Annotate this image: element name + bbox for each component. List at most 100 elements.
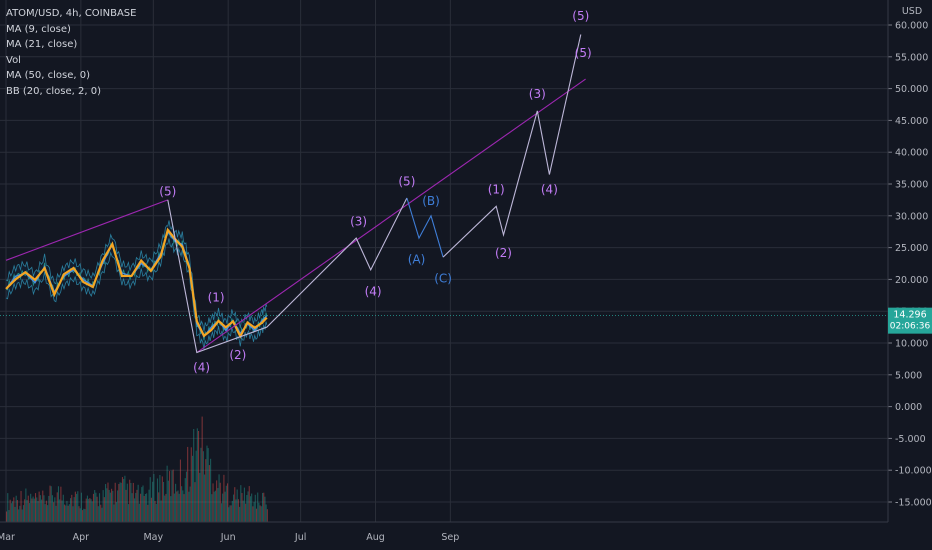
y-tick-label: 25.000 — [895, 243, 928, 254]
y-tick-label: -5.000 — [895, 434, 926, 445]
volume-bar — [79, 508, 81, 522]
volume-bar — [57, 486, 60, 522]
volume-bar — [210, 458, 212, 522]
indicator-vol[interactable]: Vol — [6, 54, 21, 66]
volume-bar — [216, 480, 218, 522]
volume-bar — [43, 495, 45, 522]
volume-bar — [154, 500, 156, 522]
volume-bar — [260, 506, 262, 522]
wave-main-line — [167, 197, 408, 354]
volume-bar — [88, 498, 90, 522]
volume-bar — [68, 504, 70, 522]
volume-bar — [113, 504, 115, 522]
volume-bar — [205, 459, 207, 522]
volume-bar — [204, 474, 206, 522]
elliott-wave-labels: (5) (4) (1) (2) (3) (4) (5) (A) (B) (C) (1) (2) (3) (… — [159, 9, 591, 375]
volume-bar — [124, 475, 126, 522]
indicator-ma21[interactable]: MA (21, close) — [6, 39, 78, 50]
volume-bar — [239, 506, 241, 522]
volume-bar — [247, 491, 249, 522]
volume-bar — [61, 500, 63, 522]
volume-bar — [236, 489, 238, 522]
indicator-bb[interactable]: BB (20, close, 2, 0) — [6, 85, 101, 97]
volume-bar — [222, 493, 224, 522]
volume-bar — [223, 474, 225, 522]
volume-bar — [27, 495, 29, 522]
y-tick-label: 50.000 — [895, 84, 928, 95]
volume-bar — [230, 505, 232, 522]
volume-bar — [155, 503, 157, 522]
volume-bar — [20, 490, 22, 522]
x-tick-label: Jul — [294, 532, 306, 543]
volume-bar — [94, 490, 96, 522]
volume-bar — [24, 499, 26, 522]
volume-bar — [111, 488, 113, 522]
volume-bar — [152, 481, 154, 522]
price-axis[interactable]: USD 60.000 55.000 50.000 45.000 40.000 35.000… — [887, 0, 932, 522]
volume-bar — [185, 471, 188, 522]
wave-projection-label: (2) — [495, 246, 512, 260]
volume-bar — [140, 493, 142, 522]
volume-bar — [131, 493, 133, 522]
volume-bar — [31, 498, 33, 522]
last-price-tag: 14.296 02:06:36 — [888, 307, 932, 334]
volume-bar — [32, 496, 34, 522]
elliott-wave-drawings — [5, 34, 586, 354]
y-tick-label: 5.000 — [895, 370, 922, 381]
volume-bar — [245, 503, 247, 522]
volume-bar — [121, 477, 124, 522]
volume-bar — [115, 502, 117, 522]
last-price-value: 14.296 — [893, 310, 926, 321]
volume-bar — [200, 447, 202, 522]
volume-bar — [73, 497, 75, 522]
ma-fast-line — [5, 227, 268, 339]
volume-bar — [69, 498, 72, 522]
volume-bar — [136, 489, 138, 522]
indicator-ma50[interactable]: MA (50, close, 0) — [6, 70, 91, 81]
volume-bar — [28, 503, 31, 522]
volume-bar — [243, 487, 245, 522]
volume-bar — [212, 483, 214, 522]
wave-correction-label: (C) — [434, 272, 452, 286]
x-tick-label: Jun — [220, 532, 236, 543]
wave-projection-label: (3) — [529, 87, 546, 101]
wave-projection-label: (1) — [488, 183, 505, 197]
volume-bar — [264, 496, 266, 522]
volume-bar — [182, 490, 184, 522]
volume-bar — [95, 492, 97, 522]
volume-bar — [120, 482, 122, 522]
volume-bar — [118, 483, 120, 522]
volume-bar — [226, 483, 229, 522]
axis-unit-label: USD — [902, 6, 922, 17]
trendline — [196, 78, 586, 353]
x-tick-label: Aug — [366, 532, 385, 543]
y-tick-label: 10.000 — [895, 339, 928, 350]
volume-bar — [103, 497, 105, 522]
volume-bar — [55, 505, 57, 522]
volume-bar — [50, 486, 52, 522]
volume-bar — [187, 446, 189, 522]
volume-bar — [86, 495, 88, 522]
volume-bar — [106, 488, 108, 522]
wave-main-label: (5) — [398, 174, 415, 188]
volume-bar — [83, 508, 85, 522]
wave-main-label: (4) — [193, 361, 210, 375]
volume-bar — [77, 491, 79, 522]
volume-bars — [6, 416, 268, 522]
indicator-ma9[interactable]: MA (9, close) — [6, 23, 71, 35]
volume-bar — [196, 428, 198, 522]
volume-bar — [108, 489, 110, 522]
y-tick-label: 35.000 — [895, 180, 928, 191]
y-tick-label: 0.000 — [895, 402, 922, 413]
time-axis[interactable]: Mar Apr May Jun Jul Aug Sep — [0, 521, 888, 543]
volume-bar — [225, 485, 227, 522]
y-tick-label: 30.000 — [895, 211, 928, 222]
volume-bar — [76, 493, 78, 522]
volume-bar — [26, 500, 28, 522]
volume-bar — [92, 493, 95, 522]
volume-bar — [220, 503, 223, 522]
volume-bar — [146, 493, 148, 522]
symbol-title[interactable]: ATOM/USD, 4h, COINBASE — [6, 8, 137, 19]
volume-bar — [240, 485, 242, 522]
